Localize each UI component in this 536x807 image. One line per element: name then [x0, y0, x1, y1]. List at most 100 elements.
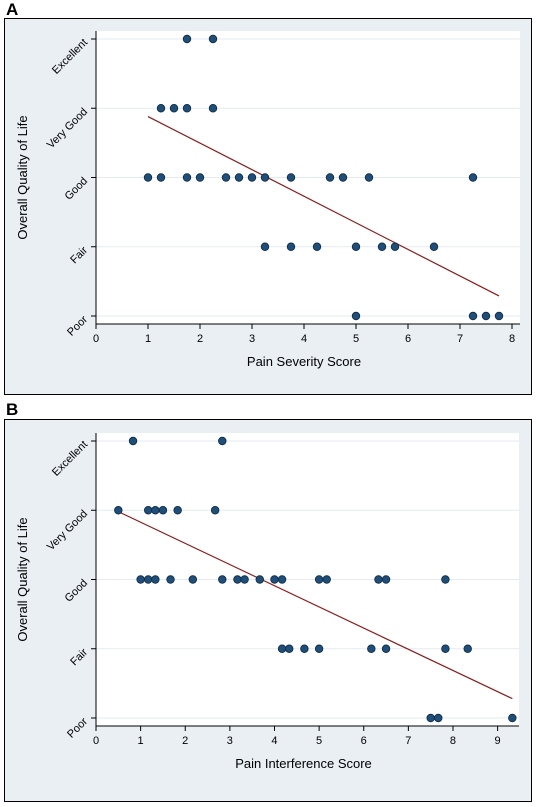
data-point: [210, 506, 220, 515]
data-point: [351, 242, 361, 251]
data-point: [195, 173, 205, 182]
data-point: [151, 575, 160, 584]
y-tick-label: Very Good: [45, 106, 90, 151]
data-point: [441, 644, 450, 653]
panel-b-chart: Poor Fair Good Very Good Excellent 0 1 2 3 4 5 6 7 8 9…: [4, 419, 532, 802]
y-tick-label: Excellent: [50, 37, 90, 77]
data-point: [144, 506, 153, 515]
data-point: [255, 575, 264, 584]
y-tick-label: Very Good: [45, 508, 90, 553]
data-point: [494, 311, 504, 321]
data-point: [247, 173, 257, 182]
data-point: [338, 173, 348, 182]
data-point: [381, 644, 391, 653]
data-point: [260, 242, 270, 251]
data-point: [377, 242, 387, 251]
data-point: [208, 104, 218, 113]
x-tick-label: 7: [457, 333, 463, 345]
data-point: [151, 506, 160, 515]
data-point: [322, 575, 331, 584]
x-tick-label: 5: [353, 333, 359, 345]
data-point: [381, 575, 391, 584]
data-point: [277, 575, 287, 584]
data-point: [114, 506, 123, 515]
x-tick-label: 4: [271, 735, 277, 747]
data-point: [221, 173, 231, 182]
x-tick-label: 9: [495, 735, 501, 747]
x-tick-label: 0: [93, 333, 99, 345]
data-point: [182, 173, 192, 182]
data-point: [314, 575, 324, 584]
data-point: [286, 173, 296, 182]
data-point: [426, 713, 435, 723]
data-point: [481, 311, 491, 321]
y-tick-label: Fair: [68, 646, 90, 668]
data-point: [144, 575, 153, 584]
data-point: [182, 34, 192, 44]
x-axis-title: Pain Interference Score: [235, 756, 372, 771]
x-tick-label: 2: [197, 333, 203, 345]
data-point: [285, 644, 294, 653]
data-point: [240, 575, 249, 584]
panel-a-chart: Poor Fair Good Very Good Excellent 0 1 2 3 4 5 6 7 8 P…: [4, 18, 532, 395]
data-point: [286, 242, 296, 251]
data-point: [136, 575, 145, 584]
data-point: [367, 644, 376, 653]
data-point: [390, 242, 400, 251]
data-point: [434, 713, 443, 723]
data-point: [300, 644, 309, 653]
x-tick-label: 1: [138, 735, 144, 747]
data-point: [374, 575, 383, 584]
data-point: [173, 506, 182, 515]
x-tick-label: 3: [227, 735, 233, 747]
y-tick-label: Good: [63, 577, 91, 605]
data-point: [429, 242, 439, 251]
data-point: [156, 173, 166, 182]
data-point: [508, 713, 517, 723]
x-tick-label: 3: [249, 333, 255, 345]
x-tick-label: 2: [182, 735, 188, 747]
y-tick-label: Excellent: [50, 439, 90, 479]
data-point: [314, 644, 324, 653]
data-point: [156, 104, 166, 113]
data-point: [188, 575, 198, 584]
data-point: [468, 173, 478, 182]
data-point: [270, 575, 279, 584]
data-point: [233, 575, 242, 584]
x-tick-label: 5: [316, 735, 322, 747]
x-tick-label: 8: [450, 735, 456, 747]
x-axis-title: Pain Severity Score: [247, 354, 361, 369]
data-point: [234, 173, 244, 182]
panel-b-letter: B: [6, 400, 19, 419]
x-tick-label: 6: [405, 333, 411, 345]
panel-a-letter: A: [6, 0, 19, 19]
data-point: [166, 575, 175, 584]
data-point: [325, 173, 335, 182]
fit-line: [118, 511, 513, 700]
data-point: [351, 311, 361, 321]
data-point: [128, 436, 138, 446]
data-point: [277, 644, 287, 653]
data-point: [260, 173, 270, 182]
y-tick-label: Poor: [65, 715, 90, 740]
data-point: [208, 34, 218, 44]
data-point: [158, 506, 168, 515]
x-tick-label: 0: [93, 735, 99, 747]
fit-line: [147, 116, 500, 297]
data-point: [468, 311, 478, 321]
y-tick-label: Good: [63, 175, 91, 203]
y-tick-label: Poor: [65, 313, 90, 338]
data-point: [218, 575, 227, 584]
data-point: [312, 242, 322, 251]
y-tick-label: Fair: [68, 244, 90, 266]
panel-a-svg: Poor Fair Good Very Good Excellent 0 1 2 3 4 5 6 7 8 P…: [15, 31, 520, 369]
x-tick-label: 7: [405, 735, 411, 747]
data-point: [441, 575, 450, 584]
data-point: [364, 173, 374, 182]
x-tick-label: 4: [301, 333, 307, 345]
panel-b-svg: Poor Fair Good Very Good Excellent 0 1 2 3 4 5 6 7 8 9…: [15, 433, 519, 771]
y-axis-title: Overall Quality of Life: [15, 517, 30, 641]
data-point: [182, 104, 192, 113]
data-point: [169, 104, 179, 113]
data-point: [143, 173, 153, 182]
